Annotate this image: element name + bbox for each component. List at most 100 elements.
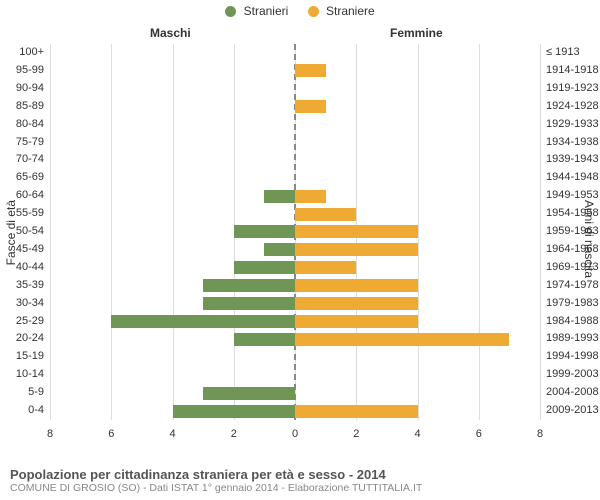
pyramid-row: 65-691944-1948 xyxy=(50,169,540,187)
pyramid-row: 25-291984-1988 xyxy=(50,313,540,331)
age-label: 0-4 xyxy=(28,402,44,418)
bar-male xyxy=(111,315,295,328)
age-label: 40-44 xyxy=(16,259,44,275)
year-label: 1984-1988 xyxy=(546,313,599,329)
bar-male xyxy=(173,405,296,418)
pyramid-row: 70-741939-1943 xyxy=(50,151,540,169)
x-tick-label: 8 xyxy=(537,428,543,440)
circle-icon xyxy=(225,6,236,17)
age-label: 15-19 xyxy=(16,348,44,364)
age-label: 75-79 xyxy=(16,134,44,150)
pyramid-row: 80-841929-1933 xyxy=(50,116,540,134)
grid-line xyxy=(540,44,541,420)
chart-container: Stranieri Straniere Maschi Femmine Fasce… xyxy=(0,0,600,500)
year-label: 1964-1968 xyxy=(546,241,599,257)
age-label: 60-64 xyxy=(16,187,44,203)
bar-female xyxy=(295,225,418,238)
age-label: 85-89 xyxy=(16,98,44,114)
pyramid-row: 35-391974-1978 xyxy=(50,277,540,295)
bar-female xyxy=(295,64,326,77)
bar-female xyxy=(295,243,418,256)
age-label: 80-84 xyxy=(16,116,44,132)
year-label: 1994-1998 xyxy=(546,348,599,364)
legend-label: Stranieri xyxy=(244,4,289,18)
legend: Stranieri Straniere xyxy=(0,4,600,18)
age-label: 20-24 xyxy=(16,330,44,346)
year-label: 1924-1928 xyxy=(546,98,599,114)
bar-female xyxy=(295,208,356,221)
age-label: 95-99 xyxy=(16,62,44,78)
age-label: 70-74 xyxy=(16,151,44,167)
year-label: 2004-2008 xyxy=(546,384,599,400)
year-label: 1939-1943 xyxy=(546,151,599,167)
pyramid-row: 90-941919-1923 xyxy=(50,80,540,98)
age-label: 10-14 xyxy=(16,366,44,382)
legend-label: Straniere xyxy=(326,4,375,18)
pyramid-row: 100+≤ 1913 xyxy=(50,44,540,62)
year-label: ≤ 1913 xyxy=(546,44,580,60)
pyramid-row: 95-991914-1918 xyxy=(50,62,540,80)
pyramid-row: 15-191994-1998 xyxy=(50,348,540,366)
bar-female xyxy=(295,405,418,418)
year-label: 1959-1963 xyxy=(546,223,599,239)
bar-male xyxy=(203,279,295,292)
age-label: 5-9 xyxy=(28,384,44,400)
age-label: 100+ xyxy=(19,44,44,60)
x-tick-label: 4 xyxy=(169,428,175,440)
bar-male xyxy=(264,243,295,256)
bar-male xyxy=(203,387,295,400)
age-label: 30-34 xyxy=(16,295,44,311)
column-header-female: Femmine xyxy=(390,26,443,40)
pyramid-row: 60-641949-1953 xyxy=(50,187,540,205)
year-label: 1974-1978 xyxy=(546,277,599,293)
bar-female xyxy=(295,315,418,328)
age-label: 45-49 xyxy=(16,241,44,257)
age-label: 50-54 xyxy=(16,223,44,239)
year-label: 1919-1923 xyxy=(546,80,599,96)
x-tick-label: 6 xyxy=(108,428,114,440)
year-label: 1944-1948 xyxy=(546,169,599,185)
pyramid-row: 40-441969-1973 xyxy=(50,259,540,277)
year-label: 1949-1953 xyxy=(546,187,599,203)
age-label: 65-69 xyxy=(16,169,44,185)
legend-item-female: Straniere xyxy=(308,4,375,18)
year-label: 1979-1983 xyxy=(546,295,599,311)
pyramid-row: 20-241989-1993 xyxy=(50,330,540,348)
x-tick-label: 2 xyxy=(353,428,359,440)
pyramid-row: 85-891924-1928 xyxy=(50,98,540,116)
age-label: 55-59 xyxy=(16,205,44,221)
year-label: 1929-1933 xyxy=(546,116,599,132)
bar-female xyxy=(295,297,418,310)
pyramid-row: 30-341979-1983 xyxy=(50,295,540,313)
year-label: 1969-1973 xyxy=(546,259,599,275)
plot-area: 8 6 4 2 0 2 4 6 8 100+≤ 191395-991914-191890-9419… xyxy=(50,44,540,442)
year-label: 1934-1938 xyxy=(546,134,599,150)
bar-female xyxy=(295,333,509,346)
year-label: 2009-2013 xyxy=(546,402,599,418)
legend-item-male: Stranieri xyxy=(225,4,288,18)
year-label: 1999-2003 xyxy=(546,366,599,382)
pyramid-row: 10-141999-2003 xyxy=(50,366,540,384)
bar-female xyxy=(295,261,356,274)
year-label: 1914-1918 xyxy=(546,62,599,78)
age-label: 35-39 xyxy=(16,277,44,293)
bar-female xyxy=(295,100,326,113)
bar-female xyxy=(295,279,418,292)
x-tick-label: 4 xyxy=(414,428,420,440)
pyramid-row: 55-591954-1958 xyxy=(50,205,540,223)
x-tick-label: 8 xyxy=(47,428,53,440)
chart-subtitle: COMUNE DI GROSIO (SO) - Dati ISTAT 1° ge… xyxy=(10,482,590,494)
x-tick-label: 0 xyxy=(292,428,298,440)
bar-male xyxy=(203,297,295,310)
pyramid-row: 45-491964-1968 xyxy=(50,241,540,259)
year-label: 1954-1958 xyxy=(546,205,599,221)
x-tick-label: 2 xyxy=(231,428,237,440)
pyramid-row: 75-791934-1938 xyxy=(50,134,540,152)
chart-title: Popolazione per cittadinanza straniera p… xyxy=(10,467,590,482)
x-tick-label: 6 xyxy=(476,428,482,440)
column-header-male: Maschi xyxy=(150,26,191,40)
bar-female xyxy=(295,190,326,203)
chart-footer: Popolazione per cittadinanza straniera p… xyxy=(10,467,590,494)
bar-male xyxy=(234,333,295,346)
year-label: 1989-1993 xyxy=(546,330,599,346)
